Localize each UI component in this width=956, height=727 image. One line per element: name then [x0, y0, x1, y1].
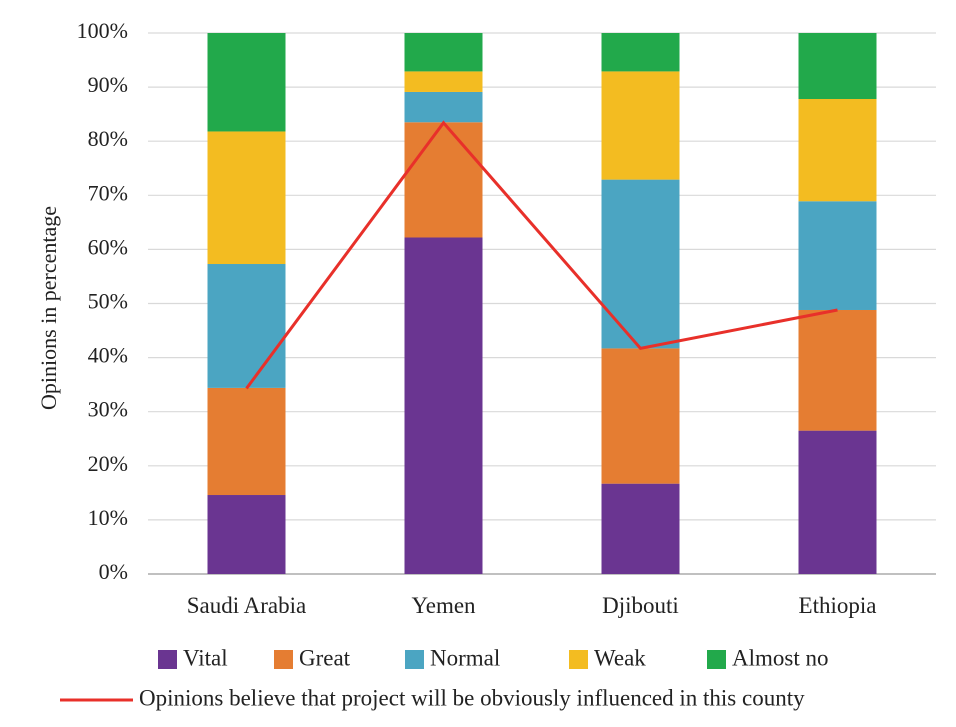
legend-label: Vital: [183, 645, 228, 670]
x-category-label: Yemen: [411, 593, 476, 618]
y-axis-title: Opinions in percentage: [36, 206, 61, 410]
line-series: [245, 120, 838, 390]
y-tick-label: 80%: [88, 126, 128, 151]
bar-vital-ethiopia: [798, 430, 877, 574]
legend-label: Great: [299, 645, 351, 670]
bar-almost-no-djibouti: [601, 33, 680, 72]
y-axis-ticks: 0% 10% 20% 30% 40% 50% 60% 70% 80% 90% 100%: [77, 18, 128, 584]
x-category-label: Ethiopia: [799, 593, 877, 618]
y-tick-label: 70%: [88, 180, 128, 205]
legend-swatch: [707, 650, 726, 669]
x-category-label: Djibouti: [602, 593, 679, 618]
legend-label: Weak: [594, 645, 646, 670]
y-tick-label: 10%: [88, 505, 128, 530]
bar-vital-saudi-arabia: [207, 495, 286, 574]
bar-great-djibouti: [601, 348, 680, 484]
y-tick-label: 100%: [77, 18, 128, 43]
bar-weak-djibouti: [601, 71, 680, 180]
bar-great-saudi-arabia: [207, 387, 286, 496]
legend-item-weak: Weak: [569, 645, 646, 670]
bar-almost-no-ethiopia: [798, 33, 877, 100]
y-tick-label: 30%: [88, 397, 128, 422]
bar-normal-saudi-arabia: [207, 264, 286, 388]
legend-label: Opinions believe that project will be ob…: [139, 685, 805, 710]
bar-great-yemen: [404, 122, 483, 238]
bar-normal-djibouti: [601, 179, 680, 349]
legend-swatch: [405, 650, 424, 669]
bar-weak-yemen: [404, 71, 483, 92]
legend-swatch: [274, 650, 293, 669]
bar-vital-djibouti: [601, 483, 680, 574]
legend-item-line: Opinions believe that project will be ob…: [60, 685, 805, 710]
legend-item-vital: Vital: [158, 645, 228, 670]
bar-almost-no-yemen: [404, 33, 483, 72]
y-tick-label: 20%: [88, 451, 128, 476]
bar-weak-saudi-arabia: [207, 131, 286, 265]
y-tick-label: 50%: [88, 289, 128, 314]
bar-vital-yemen: [404, 237, 483, 575]
x-axis-categories: Saudi Arabia Yemen Djibouti Ethiopia: [187, 593, 877, 618]
legend-swatch: [569, 650, 588, 669]
legend-item-almost-no: Almost no: [707, 645, 828, 670]
y-tick-label: 60%: [88, 234, 128, 259]
legend-swatch: [158, 650, 177, 669]
bar-normal-yemen: [404, 91, 483, 123]
y-tick-label: 90%: [88, 72, 128, 97]
y-tick-label: 40%: [88, 343, 128, 368]
legend-label: Normal: [430, 645, 500, 670]
bar-almost-no-saudi-arabia: [207, 33, 286, 132]
bar-normal-ethiopia: [798, 201, 877, 310]
line-opinions-influenced: [245, 120, 838, 390]
bars: [207, 33, 877, 575]
bar-great-ethiopia: [798, 309, 877, 431]
x-category-label: Saudi Arabia: [187, 593, 306, 618]
legend: Vital Great Normal Weak Almost no Opinions be…: [60, 645, 828, 710]
legend-item-normal: Normal: [405, 645, 500, 670]
legend-item-great: Great: [274, 645, 351, 670]
legend-label: Almost no: [732, 645, 828, 670]
bar-weak-ethiopia: [798, 99, 877, 202]
y-tick-label: 0%: [99, 559, 128, 584]
